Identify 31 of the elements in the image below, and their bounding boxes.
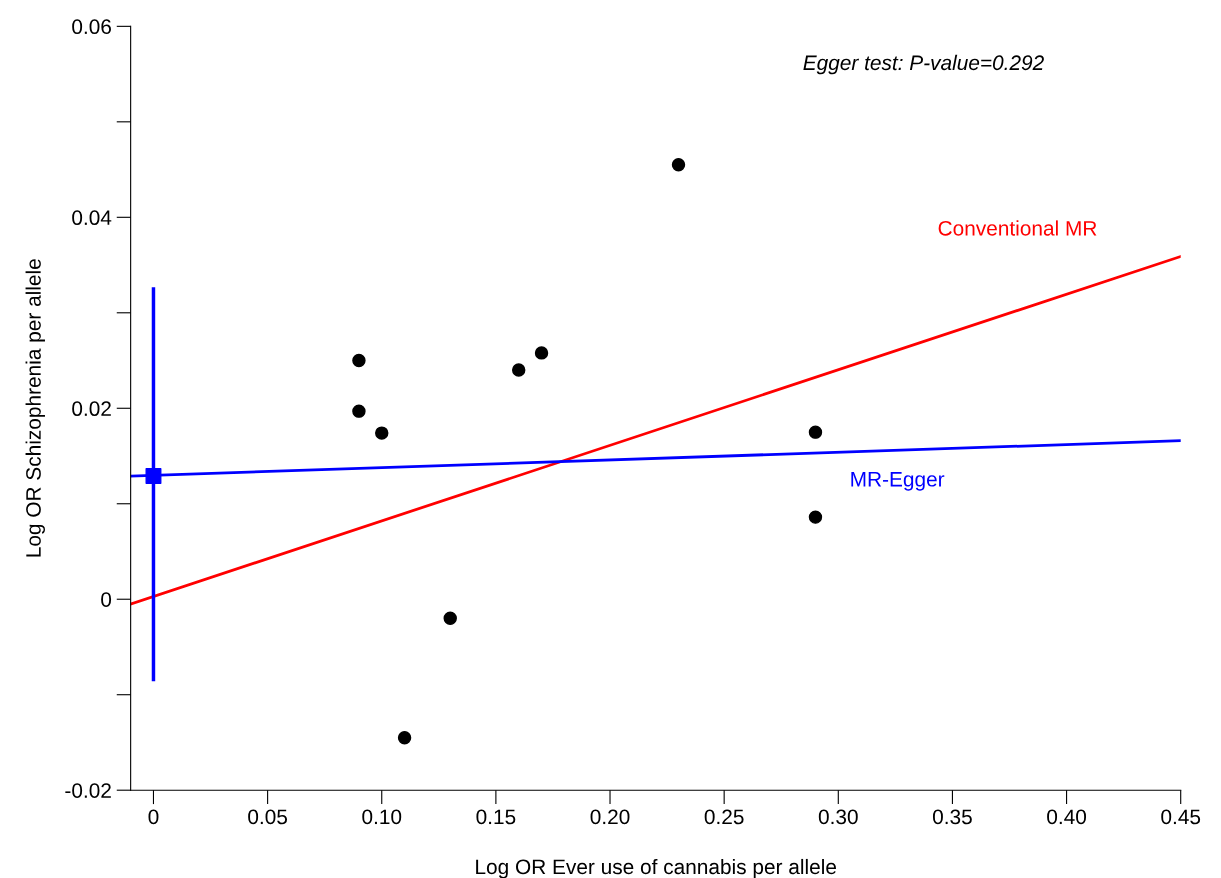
point [671, 158, 686, 172]
annotation: Egger test: P-value=0.292 [803, 54, 1044, 75]
x-tick-label: 0.30 [818, 809, 858, 825]
y-tick-label: 0 [101, 592, 112, 607]
y-axis-title: Log OR Schizophrenia per allele [25, 259, 45, 557]
point [397, 730, 412, 745]
point [352, 404, 366, 418]
x-tick-label: 0.10 [362, 809, 402, 825]
x-axis-title: Log OR Ever use of cannabis per allele [476, 858, 836, 878]
point [534, 346, 549, 360]
x-tick-label: 0.15 [476, 809, 516, 825]
point [808, 510, 823, 524]
point [352, 353, 366, 368]
x-tick-label: 0.20 [590, 809, 630, 825]
x-tick-label: 0.05 [248, 809, 288, 825]
x-tick-label: 0.35 [932, 809, 972, 825]
y-tick-label: 0.02 [72, 401, 111, 417]
point [808, 425, 823, 439]
point [443, 611, 457, 626]
text: Conventional MR [938, 220, 1097, 236]
point [145, 468, 162, 485]
x-tick-label: 0 [148, 809, 159, 825]
x-tick-label: 0.45 [1161, 809, 1201, 825]
y-tick-label: 0.04 [72, 210, 112, 226]
point [512, 363, 526, 377]
y-tick-label: -0.02 [65, 783, 111, 798]
series-label: MR-Egger [851, 472, 945, 491]
x-tick-label: 0.40 [1047, 809, 1087, 825]
y-tick-label: 0.06 [72, 19, 111, 35]
x-tick-label: 0.25 [704, 809, 744, 825]
point [375, 426, 389, 440]
